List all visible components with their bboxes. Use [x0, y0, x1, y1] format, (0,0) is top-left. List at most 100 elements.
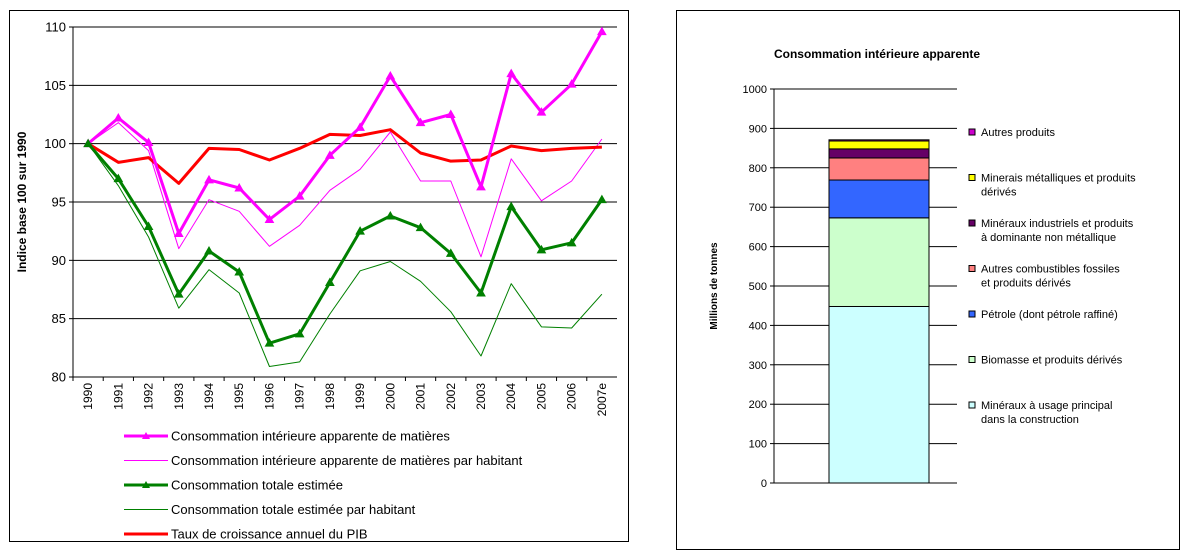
- x-tick-label: 1990: [81, 383, 95, 410]
- data-point: [83, 138, 93, 148]
- legend-label: Biomasse et produits dérivés: [981, 355, 1123, 367]
- x-tick-label: 2007e: [595, 383, 609, 417]
- legend-label: Autres produits: [981, 127, 1055, 139]
- bar-segment: [828, 179, 930, 219]
- stacked-bar-chart: Consommation intérieure apparente 0 100 200…: [709, 47, 1136, 490]
- legend-label: Autres combustibles fossiles: [981, 264, 1120, 276]
- x-tick-label: 1995: [232, 383, 246, 410]
- y-tick-label: 200: [749, 399, 767, 411]
- data-point: [173, 228, 184, 237]
- data-point: [506, 201, 517, 211]
- legend-label: Consommation totale estimée par habitant: [171, 502, 416, 517]
- x-tick-label: 2004: [504, 383, 518, 410]
- data-point: [355, 122, 365, 131]
- legend-label: Consommation intérieure apparente de mat…: [171, 429, 450, 444]
- bar-segment: [828, 148, 930, 159]
- data-point: [143, 137, 154, 146]
- legend-swatch: [968, 265, 976, 272]
- data-point: [476, 181, 486, 191]
- y-tick-label: 100: [749, 439, 767, 451]
- data-point: [597, 26, 607, 36]
- bar-segment: [828, 139, 930, 142]
- data-point: [325, 150, 335, 159]
- legend-label: Consommation totale estimée: [171, 478, 343, 493]
- chart-title: Consommation intérieure apparente: [774, 47, 980, 61]
- bar-segment: [828, 140, 930, 150]
- bar-segment: [828, 217, 930, 307]
- data-point: [294, 191, 305, 200]
- x-tick-label: 2000: [383, 383, 397, 410]
- y-tick-label: 1000: [743, 84, 767, 96]
- y-tick-label: 85: [52, 311, 66, 326]
- bar-segment: [828, 305, 930, 484]
- data-point: [113, 112, 124, 122]
- y-tick-label: 0: [761, 478, 767, 490]
- y-axis-label: Millions de tonnes: [709, 242, 720, 330]
- y-tick-label: 800: [749, 163, 767, 175]
- x-tick-label: 2002: [444, 383, 458, 410]
- data-point: [355, 226, 365, 235]
- x-tick-label: 1999: [353, 383, 367, 410]
- data-point: [597, 194, 607, 204]
- x-tick-label: 1994: [202, 383, 216, 410]
- x-tick-label: 1991: [111, 383, 125, 410]
- legend-marker: [142, 432, 150, 439]
- legend-label: Minéraux à usage principal: [981, 400, 1112, 412]
- y-tick-label: 400: [749, 320, 767, 332]
- series-line: [87, 30, 604, 235]
- bar-segment: [828, 157, 930, 181]
- legend-swatch: [968, 310, 976, 318]
- data-point: [536, 244, 547, 254]
- legend-marker: [142, 481, 150, 488]
- legend-label: Taux de croissance annuel du PIB: [171, 527, 368, 542]
- y-tick-label: 90: [52, 253, 66, 268]
- y-tick-label: 100: [44, 136, 66, 151]
- series-line: [87, 122, 603, 258]
- legend-label: Consommation intérieure apparente de mat…: [171, 453, 523, 468]
- data-point: [143, 221, 154, 230]
- data-point: [385, 70, 396, 80]
- x-tick-label: 1997: [293, 383, 307, 410]
- data-point: [204, 245, 214, 255]
- legend-label: Minéraux industriels et produits: [981, 218, 1134, 230]
- y-tick-label: 95: [52, 195, 66, 210]
- y-tick-label: 700: [749, 202, 767, 214]
- legend-label: Pétrole (dont pétrole raffiné): [981, 309, 1118, 321]
- legend-label: à dominante non métallique: [981, 232, 1116, 244]
- data-point: [173, 289, 184, 298]
- data-point: [264, 214, 275, 223]
- y-tick-label: 300: [749, 360, 767, 372]
- legend-label: dérivés: [981, 187, 1017, 199]
- legend-swatch: [968, 174, 976, 181]
- y-tick-label: 110: [45, 20, 66, 35]
- data-point: [415, 117, 426, 127]
- x-tick-label: 1996: [262, 383, 276, 410]
- data-point: [445, 109, 456, 118]
- data-point: [506, 68, 517, 78]
- line-chart: 80 85 90 95 100 105 110 1990 1991 1992 1993 1994 199…: [15, 20, 617, 542]
- y-tick-label: 500: [749, 281, 767, 293]
- data-point: [325, 277, 335, 286]
- legend-swatch: [968, 401, 976, 409]
- y-axis-label: Indice base 100 sur 1990: [15, 131, 29, 272]
- y-tick-label: 900: [749, 123, 767, 135]
- series-line: [87, 143, 603, 367]
- data-point: [264, 338, 275, 347]
- data-point: [476, 287, 486, 297]
- data-point: [294, 328, 305, 338]
- data-point: [536, 107, 547, 116]
- data-point: [445, 248, 456, 257]
- data-point: [566, 79, 577, 88]
- y-tick-label: 105: [44, 78, 66, 93]
- data-point: [234, 266, 245, 276]
- data-point: [204, 174, 214, 184]
- data-point: [113, 173, 124, 183]
- x-tick-label: 1998: [323, 383, 337, 410]
- series-line: [86, 142, 604, 345]
- x-tick-label: 2006: [565, 383, 579, 410]
- y-tick-label: 80: [52, 370, 66, 385]
- x-tick-label: 1992: [142, 383, 156, 410]
- x-tick-label: 1993: [172, 383, 186, 410]
- x-tick-label: 2005: [534, 383, 548, 410]
- x-tick-label: 2003: [474, 383, 488, 410]
